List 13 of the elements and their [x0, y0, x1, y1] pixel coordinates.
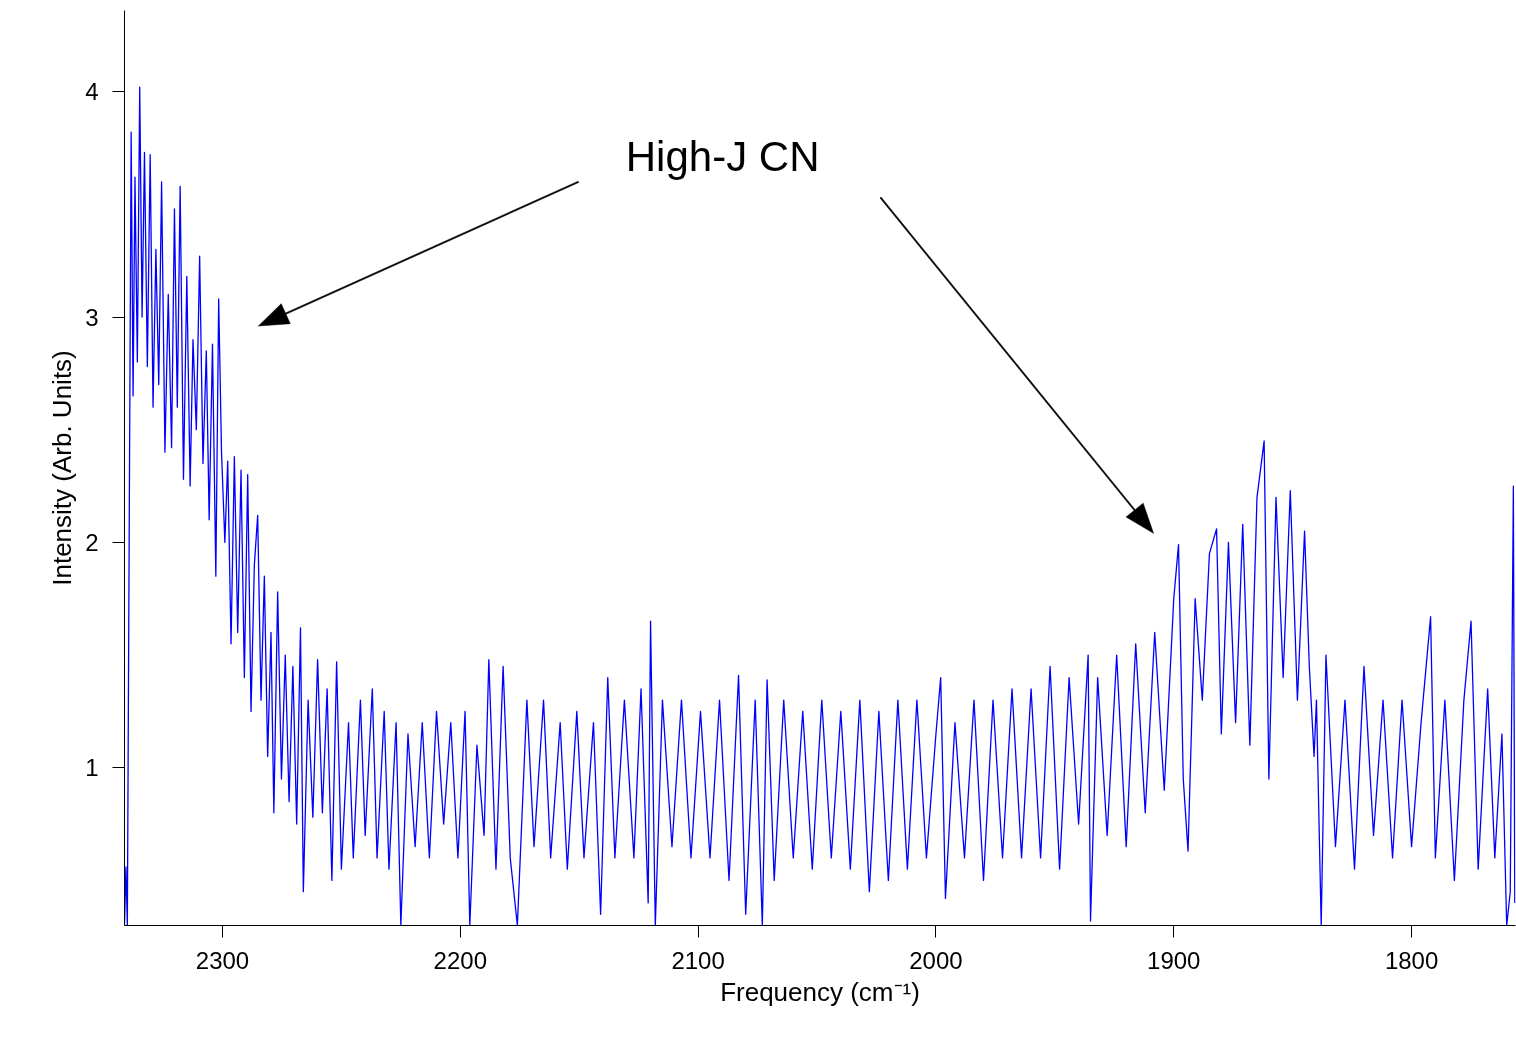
x-axis-title: Frequency (cm⁻¹) [720, 976, 920, 1007]
x-tick-label: 1800 [1384, 946, 1439, 974]
x-tick-label: 1900 [1147, 946, 1201, 974]
y-tick-label: 3 [85, 303, 99, 331]
x-tick-label: 2200 [433, 946, 487, 974]
y-tick-label: 2 [85, 528, 99, 556]
y-axis-title: Intensity (Arb. Units) [47, 350, 78, 586]
x-tick-label: 2000 [909, 946, 963, 974]
y-tick-label: 4 [85, 78, 99, 106]
annotation: High-J CN [625, 133, 820, 181]
y-tick-label: 1 [85, 754, 99, 782]
x-tick-label: 2300 [195, 946, 250, 974]
x-tick-label: 2100 [671, 946, 725, 974]
